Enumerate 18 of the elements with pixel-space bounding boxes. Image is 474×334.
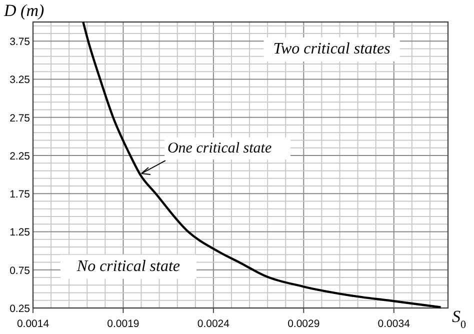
y-tick-label: 3.75 [10, 36, 30, 48]
x-tick-label: 0.0034 [378, 318, 410, 330]
y-tick-label: 3.25 [10, 74, 30, 86]
x-tick-label: 0.0029 [288, 318, 320, 330]
y-tick-label: 2.25 [10, 150, 30, 162]
x-axis-title: S$_{0}$ [452, 307, 466, 331]
annotation: Two critical states [273, 40, 390, 58]
y-tick-label: 0.25 [10, 303, 30, 315]
annotation: No critical state [76, 258, 180, 275]
x-tick-label: 0.0014 [16, 318, 50, 330]
y-tick-label: 1.25 [10, 226, 30, 239]
annotation: One critical state [167, 140, 272, 157]
y-tick-label: 0.75 [10, 264, 30, 277]
y-axis-title: D (m) [3, 1, 44, 20]
x-tick-label: 0.0019 [107, 318, 140, 330]
x-tick-label: 0.0024 [197, 318, 230, 330]
y-tick-label: 2.75 [10, 112, 30, 124]
y-tick-label: 1.75 [10, 188, 30, 201]
